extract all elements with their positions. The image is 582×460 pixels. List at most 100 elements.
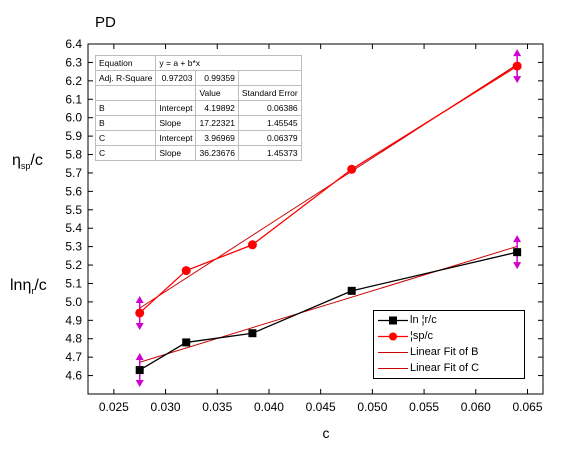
y-tick-label: 5.9 [65,129,82,143]
error-arrow-up [135,295,144,303]
table-cell: Adj. R-Square [94,70,157,86]
table-cell: y = a + b*x [155,55,302,71]
legend-item-c: ¦sp/c [374,329,524,344]
x-tick-label: 0.045 [306,400,336,414]
legend-item-b: ln ¦r/c [374,313,524,328]
data-point [135,366,144,375]
table-cell: 4.19892 [195,100,239,116]
table-cell: 1.45373 [237,145,302,161]
y-tick-label: 5.5 [65,203,82,217]
error-arrow-up [135,353,144,361]
fit-line [139,245,518,363]
red-line-icon [378,352,408,353]
x-tick-label: 0.060 [461,400,491,414]
y-tick-label: 4.6 [65,369,82,383]
y-tick-label: 5.7 [65,166,82,180]
table-cell: 0.06386 [237,100,302,116]
legend-label: ln ¦r/c [410,314,437,326]
plot-frame [87,43,544,395]
legend-item-fit-c: Linear Fit of C [374,361,524,376]
y-tick-label: 4.9 [65,313,82,327]
data-point [181,266,191,276]
chart-title: PD [95,14,116,31]
y-tick-label: 6.1 [65,92,82,106]
table-row: C Intercept 3.96969 0.06379 [94,130,302,146]
y-tick-label: 6.2 [65,74,82,88]
table-cell [94,85,157,101]
data-point [512,61,522,71]
table-cell: 0.99359 [195,70,239,86]
y-axis-label-top: ηsp/c [12,152,43,171]
table-cell: 36.23676 [195,145,239,161]
table-cell: Slope [155,145,197,161]
red-circle-line-icon [378,332,408,341]
table-cell: Equation [94,55,157,71]
table-cell: B [94,115,157,131]
error-arrow-up [513,235,522,243]
x-tick-label: 0.055 [409,400,439,414]
plot-area [87,43,544,395]
y-tick-label: 6.4 [65,37,82,51]
legend-label: Linear Fit of C [410,362,480,374]
y-tick-label: 6.0 [65,111,82,125]
table-cell: Standard Error [237,85,302,101]
table-row: B Intercept 4.19892 0.06386 [94,100,302,116]
y-axis-ticks: 4.6 4.7 4.8 4.9 5.0 5.1 5.2 5.3 5.4 5.5 5.6 5.7 5.8 5… [65,37,543,383]
red-line-icon [378,368,408,369]
table-cell: Intercept [155,100,197,116]
data-point [347,164,357,174]
data-points [135,61,522,375]
table-cell: C [94,130,157,146]
table-row: Equation y = a + b*x [94,55,302,71]
y-axis-label-bottom: lnηr/c [10,277,47,296]
y-tick-label: 4.8 [65,332,82,346]
y-tick-label: 5.1 [65,276,82,290]
y-tick-label: 5.6 [65,184,82,198]
table-cell: 3.96969 [195,130,239,146]
table-cell: Value [195,85,239,101]
table-row: C Slope 36.23676 1.45373 [94,145,302,161]
data-point [247,240,257,250]
legend: ln ¦r/c ¦sp/c Linear Fit of B Linear Fit… [373,310,525,379]
error-arrow-down [135,380,144,388]
x-tick-label: 0.025 [99,400,129,414]
table-cell: 0.97203 [155,70,197,86]
y-tick-label: 6.3 [65,55,82,69]
x-tick-label: 0.065 [512,400,542,414]
table-cell [237,70,302,86]
data-point [513,248,522,257]
x-tick-label: 0.050 [357,400,387,414]
error-arrow-down [513,262,522,270]
y-tick-label: 5.2 [65,258,82,272]
data-point [135,308,145,318]
table-cell: C [94,145,157,161]
table-cell: 1.45545 [237,115,302,131]
data-point [182,338,191,347]
table-cell: Slope [155,115,197,131]
data-point [347,286,356,295]
y-tick-label: 5.0 [65,295,82,309]
table-cell: Intercept [155,130,197,146]
x-tick-label: 0.035 [202,400,232,414]
data-point [248,329,257,338]
table-cell: B [94,100,157,116]
table-cell [155,85,197,101]
legend-item-fit-b: Linear Fit of B [374,345,524,360]
y-tick-label: 5.3 [65,240,82,254]
x-tick-label: 0.040 [254,400,284,414]
black-square-line-icon [378,316,408,325]
x-tick-label: 0.030 [151,400,181,414]
table-cell: 0.06379 [237,130,302,146]
table-row: B Slope 17.22321 1.45545 [94,115,302,131]
x-axis-label: c [323,425,330,441]
error-arrow-down [135,322,144,330]
y-tick-label: 5.8 [65,148,82,162]
table-row: Value Standard Error [94,85,302,101]
table-cell: 17.22321 [195,115,239,131]
legend-label: Linear Fit of B [410,346,479,358]
fit-statistics-table: Equation y = a + b*x Adj. R-Square 0.972… [94,55,302,161]
y-tick-label: 4.7 [65,350,82,364]
table-row: Adj. R-Square 0.97203 0.99359 [94,70,302,86]
y-tick-label: 5.4 [65,221,82,235]
